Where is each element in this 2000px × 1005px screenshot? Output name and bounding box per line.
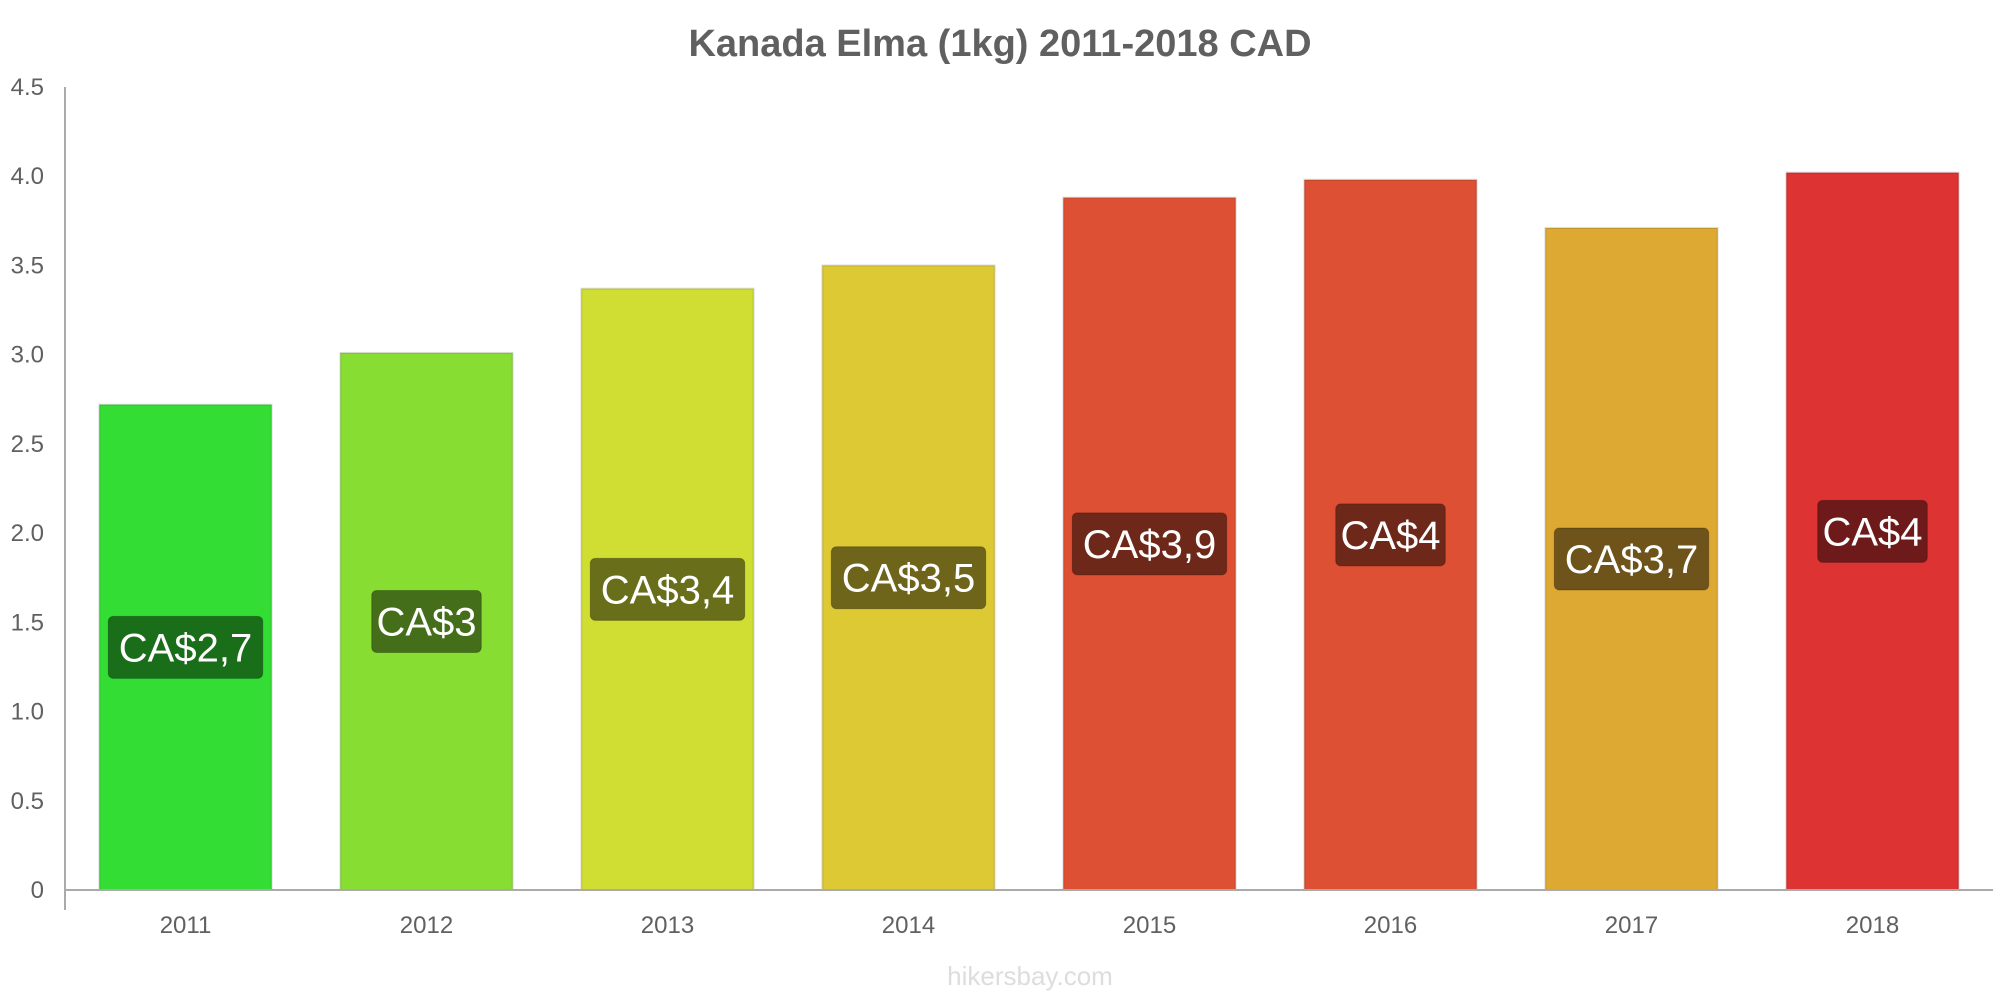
bar-label-box (1553, 527, 1710, 591)
y-tick-label: 1.0 (11, 699, 44, 726)
x-tick-label: 2016 (1364, 912, 1417, 939)
bar-data-label: CA$3 (376, 600, 476, 644)
chart-title: Kanada Elma (1kg) 2011-2018 CAD (688, 23, 1311, 65)
watermark: hikersbay.com (947, 961, 1113, 991)
bar-data-label: CA$4 (1822, 510, 1922, 554)
bars: CA$2,7 CA$3 CA$3,4 CA$3,5 CA$3,9 CA$4 CA$3,7 CA… (98, 171, 1960, 892)
y-tick-label: 1.5 (11, 609, 44, 636)
bar-label-box (1817, 499, 1928, 563)
bar-data-label: CA$4 (1340, 514, 1440, 558)
y-axis-ticks: 0 0.5 1.0 1.5 2.0 2.5 3.0 3.5 4.0 4.5 (11, 74, 44, 904)
y-tick-label: 3.5 (11, 252, 44, 279)
bar-label-box (589, 557, 746, 621)
x-tick-label: 2015 (1123, 912, 1176, 939)
bar-label-box (1335, 503, 1446, 567)
bar-data-label: CA$3,5 (842, 557, 975, 601)
bar-data-label: CA$3,4 (601, 568, 734, 612)
x-tick-label: 2017 (1605, 912, 1658, 939)
x-tick-label: 2011 (160, 912, 212, 939)
y-tick-label: 4.5 (11, 74, 44, 101)
bar-label-box (830, 546, 987, 610)
y-tick-label: 4.0 (11, 163, 44, 190)
bar-data-label: CA$2,7 (119, 626, 252, 670)
y-tick-label: 2.5 (11, 431, 44, 458)
bar-label-box (1071, 512, 1228, 576)
x-axis-ticks: 2011 2012 2013 2014 2015 2016 2017 2018 (160, 912, 1900, 939)
bar-label-box (371, 589, 482, 653)
bar-data-label: CA$3,9 (1083, 523, 1216, 567)
y-tick-label: 0 (31, 877, 44, 904)
bar-label-box (107, 615, 264, 679)
bar-data-label: CA$3,7 (1565, 538, 1698, 582)
y-tick-label: 0.5 (11, 788, 44, 815)
x-tick-label: 2012 (400, 912, 453, 939)
x-tick-label: 2018 (1846, 912, 1899, 939)
x-tick-label: 2013 (641, 912, 694, 939)
y-tick-label: 2.0 (11, 520, 44, 547)
x-tick-label: 2014 (882, 912, 935, 939)
y-tick-label: 3.0 (11, 342, 44, 369)
